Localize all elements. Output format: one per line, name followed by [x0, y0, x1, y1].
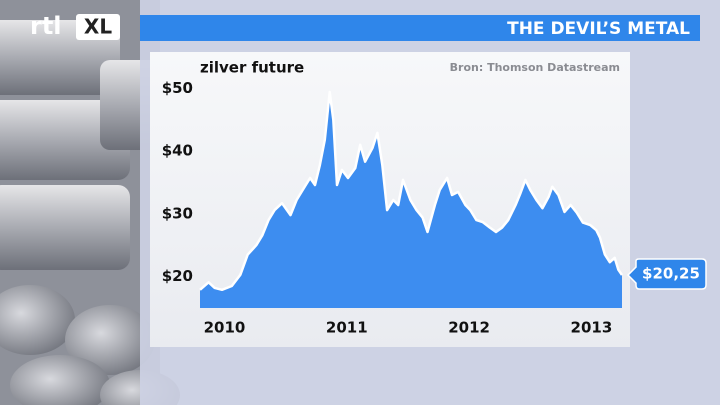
x-tick-label: 2011 [326, 319, 368, 337]
x-tick-label: 2010 [204, 319, 246, 337]
value-label: $20,25 [642, 265, 700, 283]
title-banner [140, 15, 700, 41]
callout-box [626, 258, 707, 290]
logo-rtl: rtl [30, 12, 62, 40]
subtitle: zilver future [200, 59, 304, 77]
value-callout: $20,25 [626, 258, 707, 290]
y-tick-label: $40 [162, 142, 193, 160]
x-tick-label: 2012 [448, 319, 490, 337]
y-tick-label: $20 [162, 267, 193, 285]
logo-box [76, 14, 120, 40]
y-tick-label: $50 [162, 79, 193, 97]
y-tick-label: $30 [162, 204, 193, 222]
coins [0, 285, 180, 405]
area [200, 92, 622, 308]
source: Bron: Thomson Datastream [450, 61, 620, 74]
title: THE DEVIL’S METAL [507, 19, 690, 39]
x-tick-label: 2013 [571, 319, 613, 337]
line [199, 90, 624, 292]
logo: rtl XL [30, 12, 120, 40]
logo-xl: XL [84, 15, 112, 39]
